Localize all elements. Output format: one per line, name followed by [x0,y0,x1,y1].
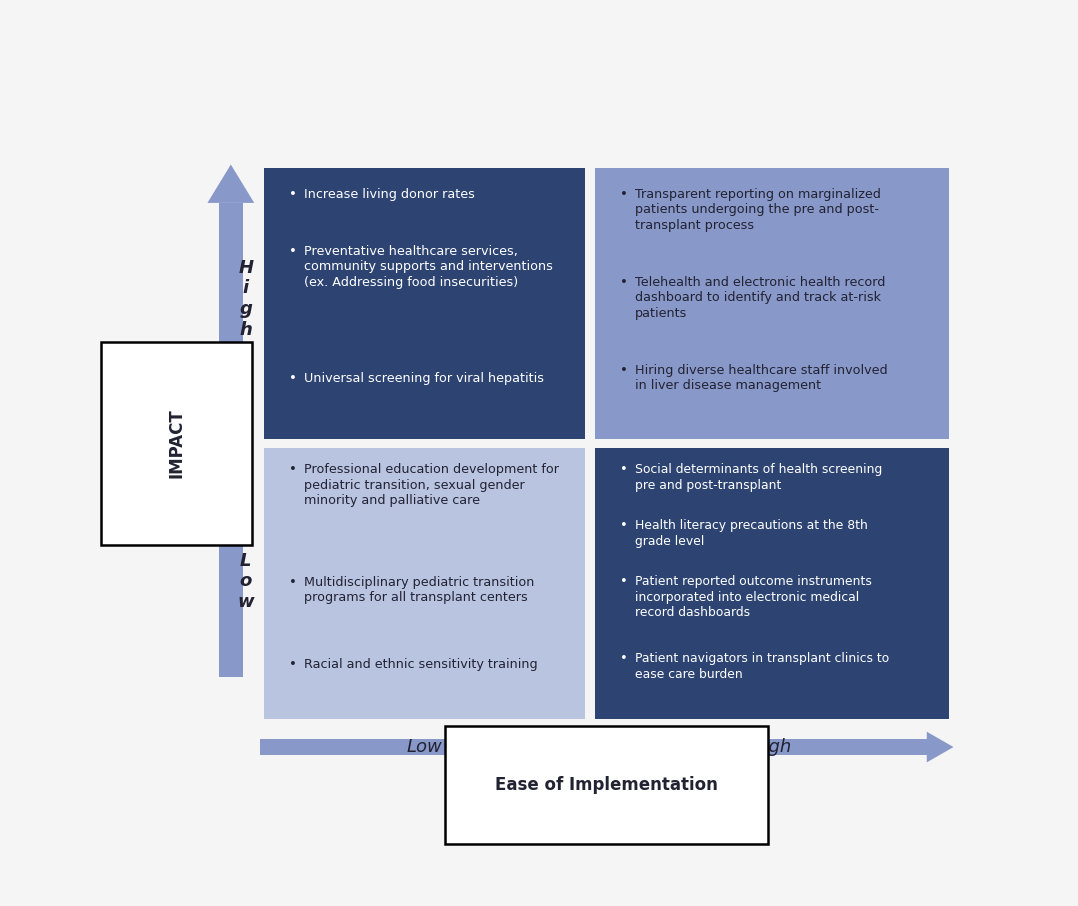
Bar [264,448,584,719]
Text: Social determinants of health screening
pre and post-transplant: Social determinants of health screening … [635,463,882,492]
Polygon shape [207,165,254,203]
Bar [260,739,927,755]
Text: •: • [620,275,627,289]
Text: Multidisciplinary pediatric transition
programs for all transplant centers: Multidisciplinary pediatric transition p… [304,575,535,604]
Text: Universal screening for viral hepatitis: Universal screening for viral hepatitis [304,371,544,385]
Text: Patient reported outcome instruments
incorporated into electronic medical
record: Patient reported outcome instruments inc… [635,575,872,619]
Text: High: High [751,738,792,756]
Text: Patient navigators in transplant clinics to
ease care burden: Patient navigators in transplant clinics… [635,652,889,680]
Text: •: • [620,188,627,200]
Text: Low: Low [407,738,443,756]
Text: Increase living donor rates: Increase living donor rates [304,188,475,200]
Bar [219,203,243,678]
Text: Racial and ethnic sensitivity training: Racial and ethnic sensitivity training [304,658,538,670]
Text: Telehealth and electronic health record
dashboard to identify and track at-risk
: Telehealth and electronic health record … [635,275,885,320]
Text: Preventative healthcare services,
community supports and interventions
(ex. Addr: Preventative healthcare services, commun… [304,245,553,289]
Text: •: • [620,519,627,532]
Text: Ease of Implementation: Ease of Implementation [496,776,718,795]
Text: IMPACT: IMPACT [167,409,185,478]
Text: H
i
g
h: H i g h [238,258,253,339]
Text: •: • [289,658,298,670]
Bar [595,448,950,719]
Text: •: • [289,245,298,258]
Text: •: • [620,652,627,665]
Polygon shape [927,732,953,762]
Bar [264,168,584,439]
Text: •: • [289,575,298,589]
Text: •: • [289,371,298,385]
Text: L
o
w: L o w [237,552,254,612]
Text: •: • [620,575,627,588]
Text: Hiring diverse healthcare staff involved
in liver disease management: Hiring diverse healthcare staff involved… [635,363,887,392]
Text: Transparent reporting on marginalized
patients undergoing the pre and post-
tran: Transparent reporting on marginalized pa… [635,188,881,232]
Text: •: • [620,363,627,377]
Text: •: • [289,463,298,477]
Text: •: • [289,188,298,200]
Bar [595,168,950,439]
Text: Health literacy precautions at the 8th
grade level: Health literacy precautions at the 8th g… [635,519,868,547]
Text: •: • [620,463,627,477]
Text: Professional education development for
pediatric transition, sexual gender
minor: Professional education development for p… [304,463,559,507]
